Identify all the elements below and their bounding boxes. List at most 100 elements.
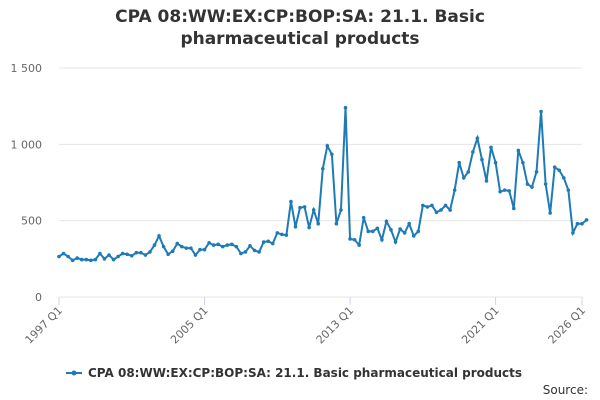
point — [507, 189, 512, 193]
point — [489, 145, 493, 150]
point — [562, 176, 566, 180]
point — [548, 211, 552, 215]
point — [557, 168, 562, 173]
point — [330, 152, 334, 157]
point — [161, 244, 166, 249]
point — [270, 241, 275, 246]
point — [348, 237, 352, 241]
point — [129, 253, 134, 258]
point — [170, 249, 175, 253]
point — [534, 170, 539, 174]
point — [234, 244, 239, 249]
point — [425, 205, 430, 209]
point — [439, 208, 443, 212]
point — [284, 233, 289, 237]
point — [139, 250, 143, 255]
point — [239, 251, 243, 256]
point — [339, 208, 343, 212]
point — [84, 257, 89, 262]
point — [580, 221, 584, 226]
point — [443, 203, 448, 208]
point — [125, 252, 130, 257]
point — [584, 218, 589, 222]
point — [302, 205, 307, 209]
point — [225, 243, 230, 247]
point — [357, 243, 361, 247]
point — [152, 243, 157, 247]
point — [107, 253, 111, 257]
point — [511, 206, 516, 211]
point — [93, 257, 98, 262]
point — [70, 258, 75, 263]
point — [143, 253, 148, 257]
point — [207, 241, 211, 245]
point — [189, 246, 193, 250]
point — [75, 256, 79, 260]
point — [375, 226, 380, 231]
point — [325, 144, 330, 148]
point — [111, 257, 116, 262]
x-tick-label: 2021 Q1 — [459, 304, 502, 347]
chart-title: CPA 08:WW:EX:CP:BOP:SA: 21.1. Basic phar… — [115, 7, 485, 49]
point — [248, 244, 252, 248]
point — [184, 246, 189, 250]
point — [466, 170, 471, 174]
point — [57, 254, 61, 259]
point — [484, 179, 489, 183]
point — [266, 239, 271, 244]
point — [366, 229, 371, 234]
source: Source: — [543, 383, 588, 397]
x-tick-label: 2013 Q1 — [314, 304, 357, 347]
point — [293, 224, 298, 229]
point — [480, 157, 484, 162]
point — [516, 148, 521, 153]
y-tick-label: 500 — [21, 215, 42, 228]
point — [220, 244, 225, 249]
point — [211, 243, 216, 247]
point — [493, 160, 498, 165]
y-tick-label: 1 500 — [11, 62, 43, 75]
x-tick-label: 2005 Q1 — [168, 304, 211, 347]
point — [166, 252, 170, 257]
point — [380, 237, 384, 242]
point — [134, 250, 139, 255]
point — [275, 231, 280, 235]
point — [198, 247, 202, 252]
point — [571, 231, 575, 235]
point — [361, 215, 366, 220]
point — [352, 237, 357, 242]
point — [148, 250, 152, 254]
legend-label: CPA 08:WW:EX:CP:BOP:SA: 21.1. Basic phar… — [88, 366, 522, 380]
x-tick-label: 2026 Q1 — [546, 304, 589, 347]
point — [316, 221, 321, 226]
point — [448, 208, 452, 212]
point — [393, 240, 398, 244]
point — [311, 208, 316, 212]
point — [157, 234, 161, 238]
point — [89, 258, 93, 263]
point — [539, 109, 543, 114]
point — [116, 254, 120, 259]
point — [430, 203, 434, 208]
point — [280, 232, 284, 237]
point — [461, 176, 466, 180]
point — [66, 254, 70, 259]
point — [521, 160, 525, 165]
point — [384, 219, 389, 224]
point — [457, 160, 462, 165]
point — [298, 205, 302, 210]
point — [566, 188, 571, 192]
point — [411, 234, 416, 238]
point — [398, 227, 402, 231]
point — [320, 166, 325, 171]
point — [252, 248, 257, 253]
point — [502, 188, 507, 192]
point — [230, 242, 234, 247]
point — [389, 228, 393, 232]
point — [452, 188, 457, 192]
point — [498, 189, 502, 194]
point — [120, 251, 125, 256]
point — [334, 221, 339, 226]
y-tick-label: 1 000 — [11, 138, 43, 151]
